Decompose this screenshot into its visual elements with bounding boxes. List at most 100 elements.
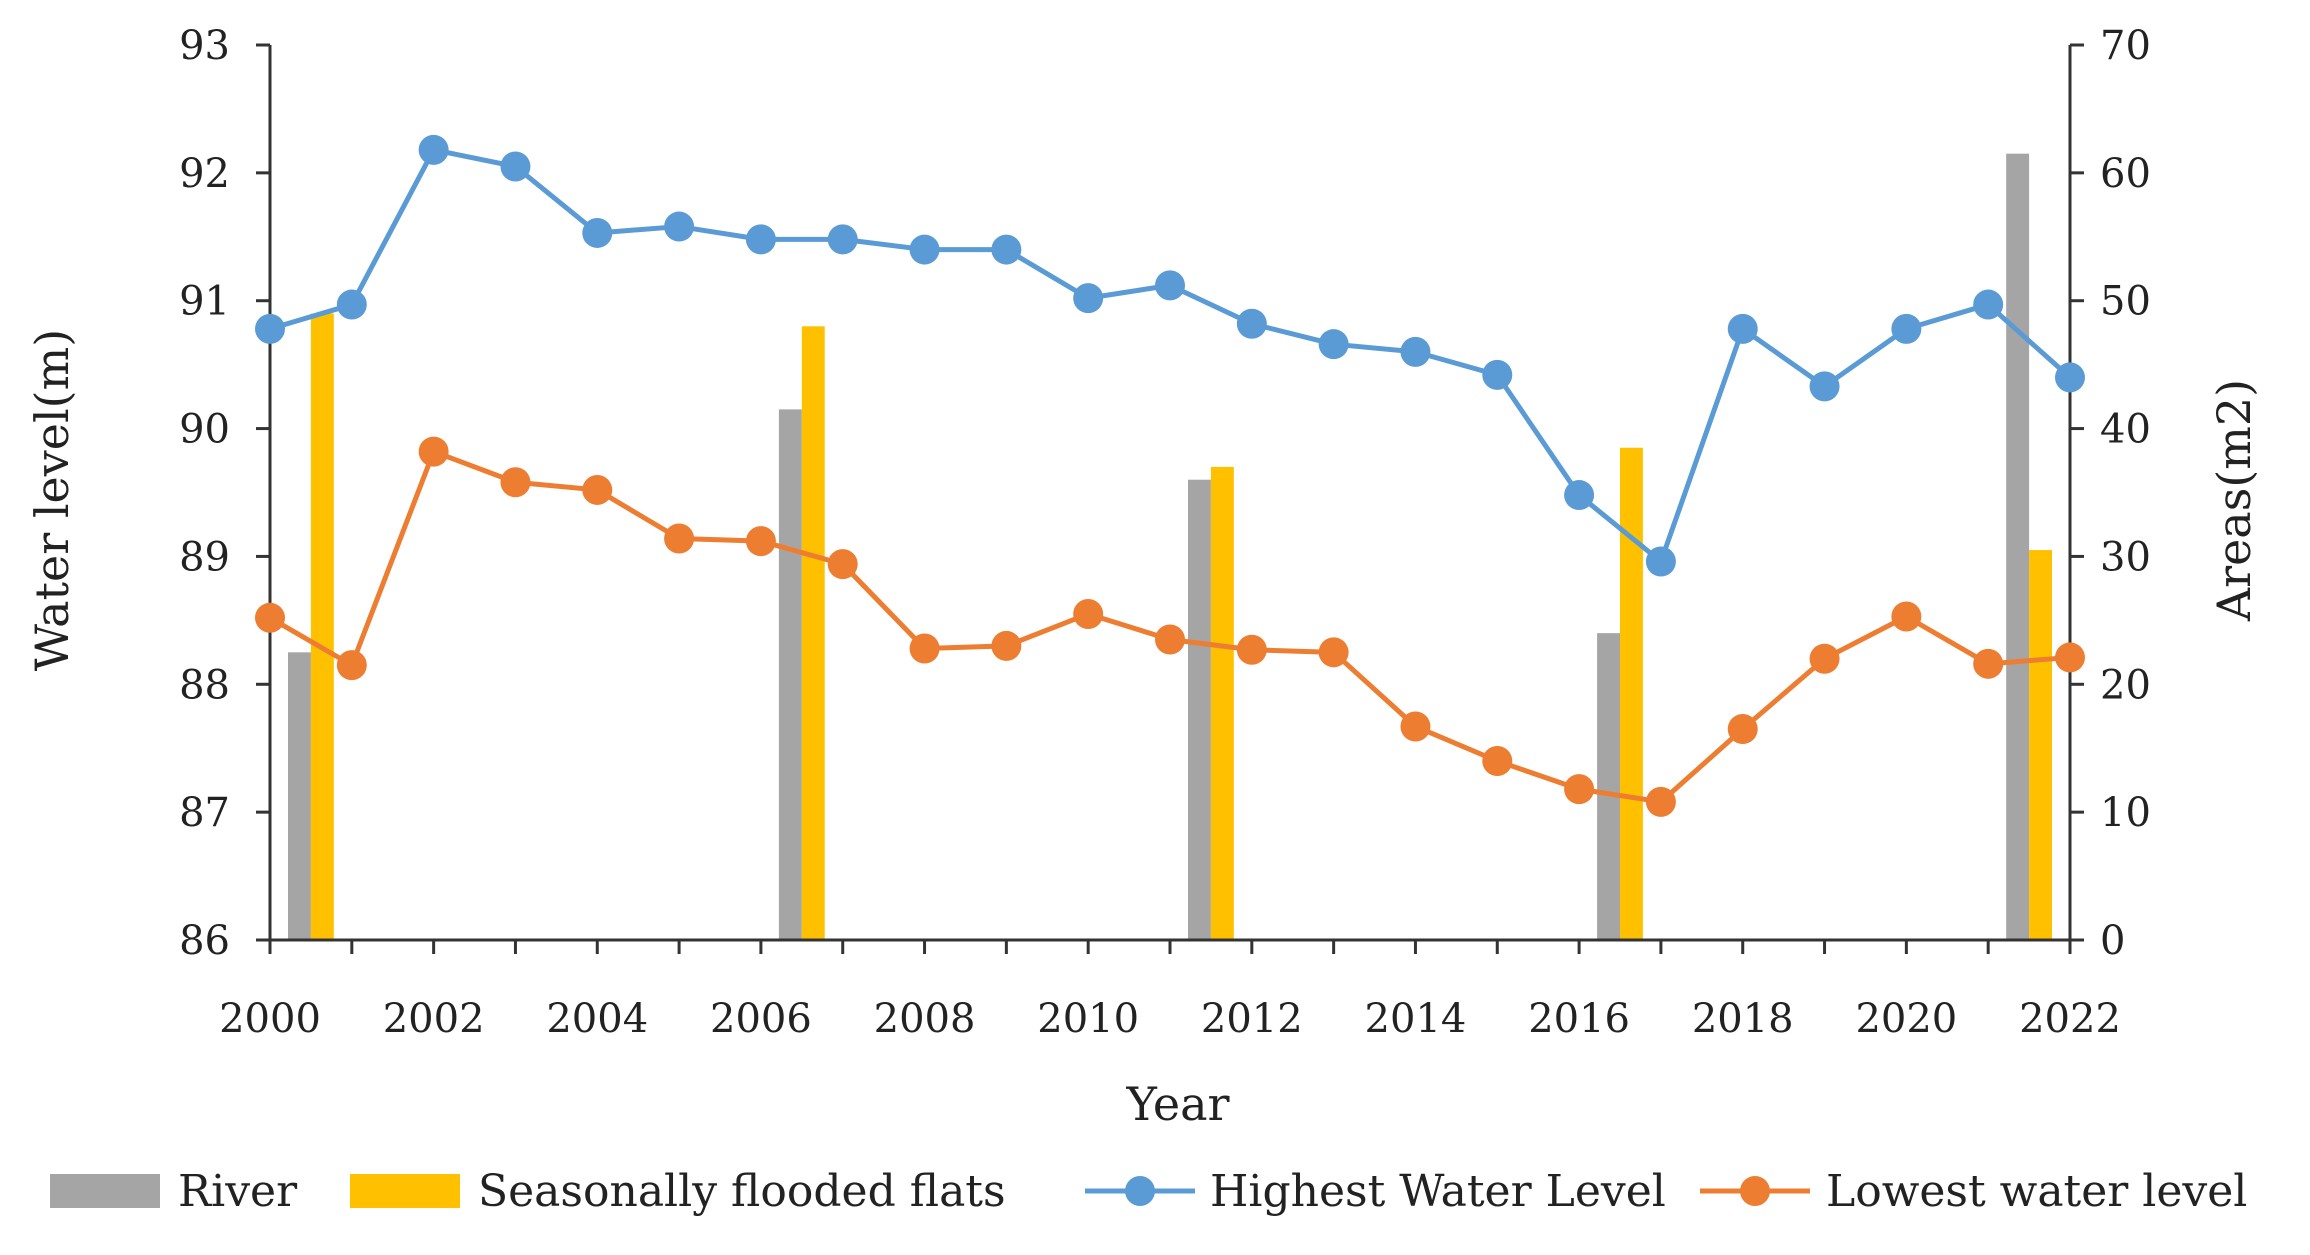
x-tick-label-2018: 2018 <box>1692 996 1794 1042</box>
x-tick-label-2008: 2008 <box>874 996 976 1042</box>
bar-seasonally-flooded-flats-2000 <box>310 313 334 940</box>
point-highest-water-level-2003 <box>500 151 531 182</box>
x-tick-label-2012: 2012 <box>1201 996 1303 1042</box>
point-lowest-water-level-2013 <box>1318 637 1349 668</box>
bar-river-2006 <box>778 409 802 941</box>
point-lowest-water-level-2012 <box>1236 634 1267 665</box>
bar-seasonally-flooded-flats-2021 <box>2029 550 2052 940</box>
y-right-tick-label-50: 50 <box>2100 279 2151 325</box>
legend-marker-lowest-water-level <box>1740 1176 1770 1206</box>
point-lowest-water-level-2009 <box>991 630 1022 661</box>
legend-marker-highest-water-level <box>1125 1176 1155 1206</box>
x-tick-label-2002: 2002 <box>383 996 485 1042</box>
bar-seasonally-flooded-flats-2006 <box>801 326 825 940</box>
point-lowest-water-level-2022 <box>2055 642 2085 673</box>
y-right-tick-label-20: 20 <box>2100 662 2151 708</box>
point-highest-water-level-2021 <box>1973 289 2004 320</box>
y-right-tick-label-0: 0 <box>2100 918 2125 964</box>
point-lowest-water-level-2001 <box>336 650 367 681</box>
point-lowest-water-level-2002 <box>418 436 449 467</box>
point-highest-water-level-2007 <box>827 224 858 255</box>
point-highest-water-level-2016 <box>1564 480 1595 511</box>
point-highest-water-level-2015 <box>1482 359 1513 390</box>
legend-label-highest-water-level: Highest Water Level <box>1210 1166 1666 1217</box>
bars-layer <box>288 153 2052 941</box>
bar-river-2021 <box>2006 153 2030 940</box>
y-axis-left-label: Water level(m) <box>25 329 79 671</box>
y-left-tick-label-86: 86 <box>179 918 230 964</box>
point-lowest-water-level-2021 <box>1973 648 2004 679</box>
bar-river-2000 <box>288 652 311 940</box>
point-lowest-water-level-2003 <box>500 467 531 498</box>
axes-layer: 86 87 88 89 90 91 92 93 0 10 20 30 40 50 60 70 2000 2002 2… <box>179 23 2151 1042</box>
point-lowest-water-level-2014 <box>1400 711 1431 742</box>
point-lowest-water-level-2008 <box>909 633 940 664</box>
y-right-tick-label-30: 30 <box>2100 534 2151 580</box>
point-highest-water-level-2004 <box>582 217 613 248</box>
bar-river-2016 <box>1597 633 1620 940</box>
point-highest-water-level-2006 <box>745 224 776 255</box>
point-highest-water-level-2005 <box>664 211 695 242</box>
point-highest-water-level-2009 <box>991 234 1022 265</box>
legend-label-river: River <box>178 1166 298 1217</box>
point-lowest-water-level-2000 <box>255 602 285 633</box>
x-tick-label-2014: 2014 <box>1365 996 1467 1042</box>
point-highest-water-level-2014 <box>1400 336 1431 367</box>
y-left-tick-label-90: 90 <box>179 407 230 453</box>
legend-swatch-seasonally-flooded-flats <box>350 1174 460 1208</box>
y-left-tick-label-88: 88 <box>179 662 230 708</box>
bar-seasonally-flooded-flats-2016 <box>1620 447 1643 940</box>
y-axis-right-label: Areas(m2) <box>2207 379 2261 622</box>
x-tick-label-2020: 2020 <box>1855 996 1957 1042</box>
point-highest-water-level-2010 <box>1073 283 1104 314</box>
point-lowest-water-level-2018 <box>1727 714 1758 745</box>
x-tick-label-2022: 2022 <box>2019 996 2121 1042</box>
point-lowest-water-level-2006 <box>745 526 776 557</box>
line-highest-water-level <box>269 147 2072 565</box>
x-tick-label-2010: 2010 <box>1037 996 1139 1042</box>
legend-label-lowest-water-level: Lowest water level <box>1826 1166 2247 1217</box>
point-highest-water-level-2012 <box>1236 308 1267 339</box>
x-tick-label-2004: 2004 <box>546 996 648 1042</box>
point-lowest-water-level-2010 <box>1073 598 1104 629</box>
point-lowest-water-level-2011 <box>1155 624 1185 655</box>
x-tick-label-2016: 2016 <box>1528 996 1630 1042</box>
point-highest-water-level-2019 <box>1809 371 1840 402</box>
point-highest-water-level-2022 <box>2055 362 2085 393</box>
y-left-tick-label-91: 91 <box>179 279 230 325</box>
point-highest-water-level-2013 <box>1318 329 1349 360</box>
point-highest-water-level-2020 <box>1891 313 1922 344</box>
x-tick-label-2006: 2006 <box>710 996 812 1042</box>
point-lowest-water-level-2015 <box>1482 746 1513 776</box>
point-highest-water-level-2018 <box>1727 313 1758 344</box>
point-highest-water-level-2011 <box>1155 270 1185 301</box>
x-tick-label-2000: 2000 <box>219 996 321 1042</box>
point-lowest-water-level-2007 <box>827 549 858 580</box>
legend: River Seasonally flooded flats Highest W… <box>50 1166 2247 1217</box>
bar-seasonally-flooded-flats-2011 <box>1210 466 1234 940</box>
x-axis-label: Year <box>1125 1077 1229 1131</box>
y-right-tick-label-70: 70 <box>2100 23 2151 69</box>
y-left-tick-label-93: 93 <box>179 23 230 69</box>
y-right-tick-label-60: 60 <box>2100 151 2151 197</box>
legend-label-seasonally-flooded-flats: Seasonally flooded flats <box>478 1166 1006 1217</box>
y-left-tick-label-92: 92 <box>179 151 230 197</box>
legend-swatch-river <box>50 1174 160 1208</box>
point-lowest-water-level-2016 <box>1564 774 1595 805</box>
point-lowest-water-level-2019 <box>1809 643 1840 674</box>
point-highest-water-level-2008 <box>909 234 940 265</box>
point-lowest-water-level-2005 <box>664 523 695 554</box>
lines-layer <box>255 134 2085 817</box>
y-left-tick-label-89: 89 <box>179 534 230 580</box>
point-lowest-water-level-2020 <box>1891 601 1922 632</box>
y-right-tick-label-10: 10 <box>2100 790 2151 836</box>
y-left-tick-label-87: 87 <box>179 790 230 836</box>
y-right-tick-label-40: 40 <box>2100 407 2151 453</box>
point-lowest-water-level-2004 <box>582 474 613 505</box>
bar-river-2011 <box>1188 479 1211 940</box>
point-highest-water-level-2000 <box>255 313 285 344</box>
point-highest-water-level-2002 <box>418 134 449 165</box>
point-highest-water-level-2001 <box>336 289 367 320</box>
point-lowest-water-level-2017 <box>1645 786 1676 817</box>
